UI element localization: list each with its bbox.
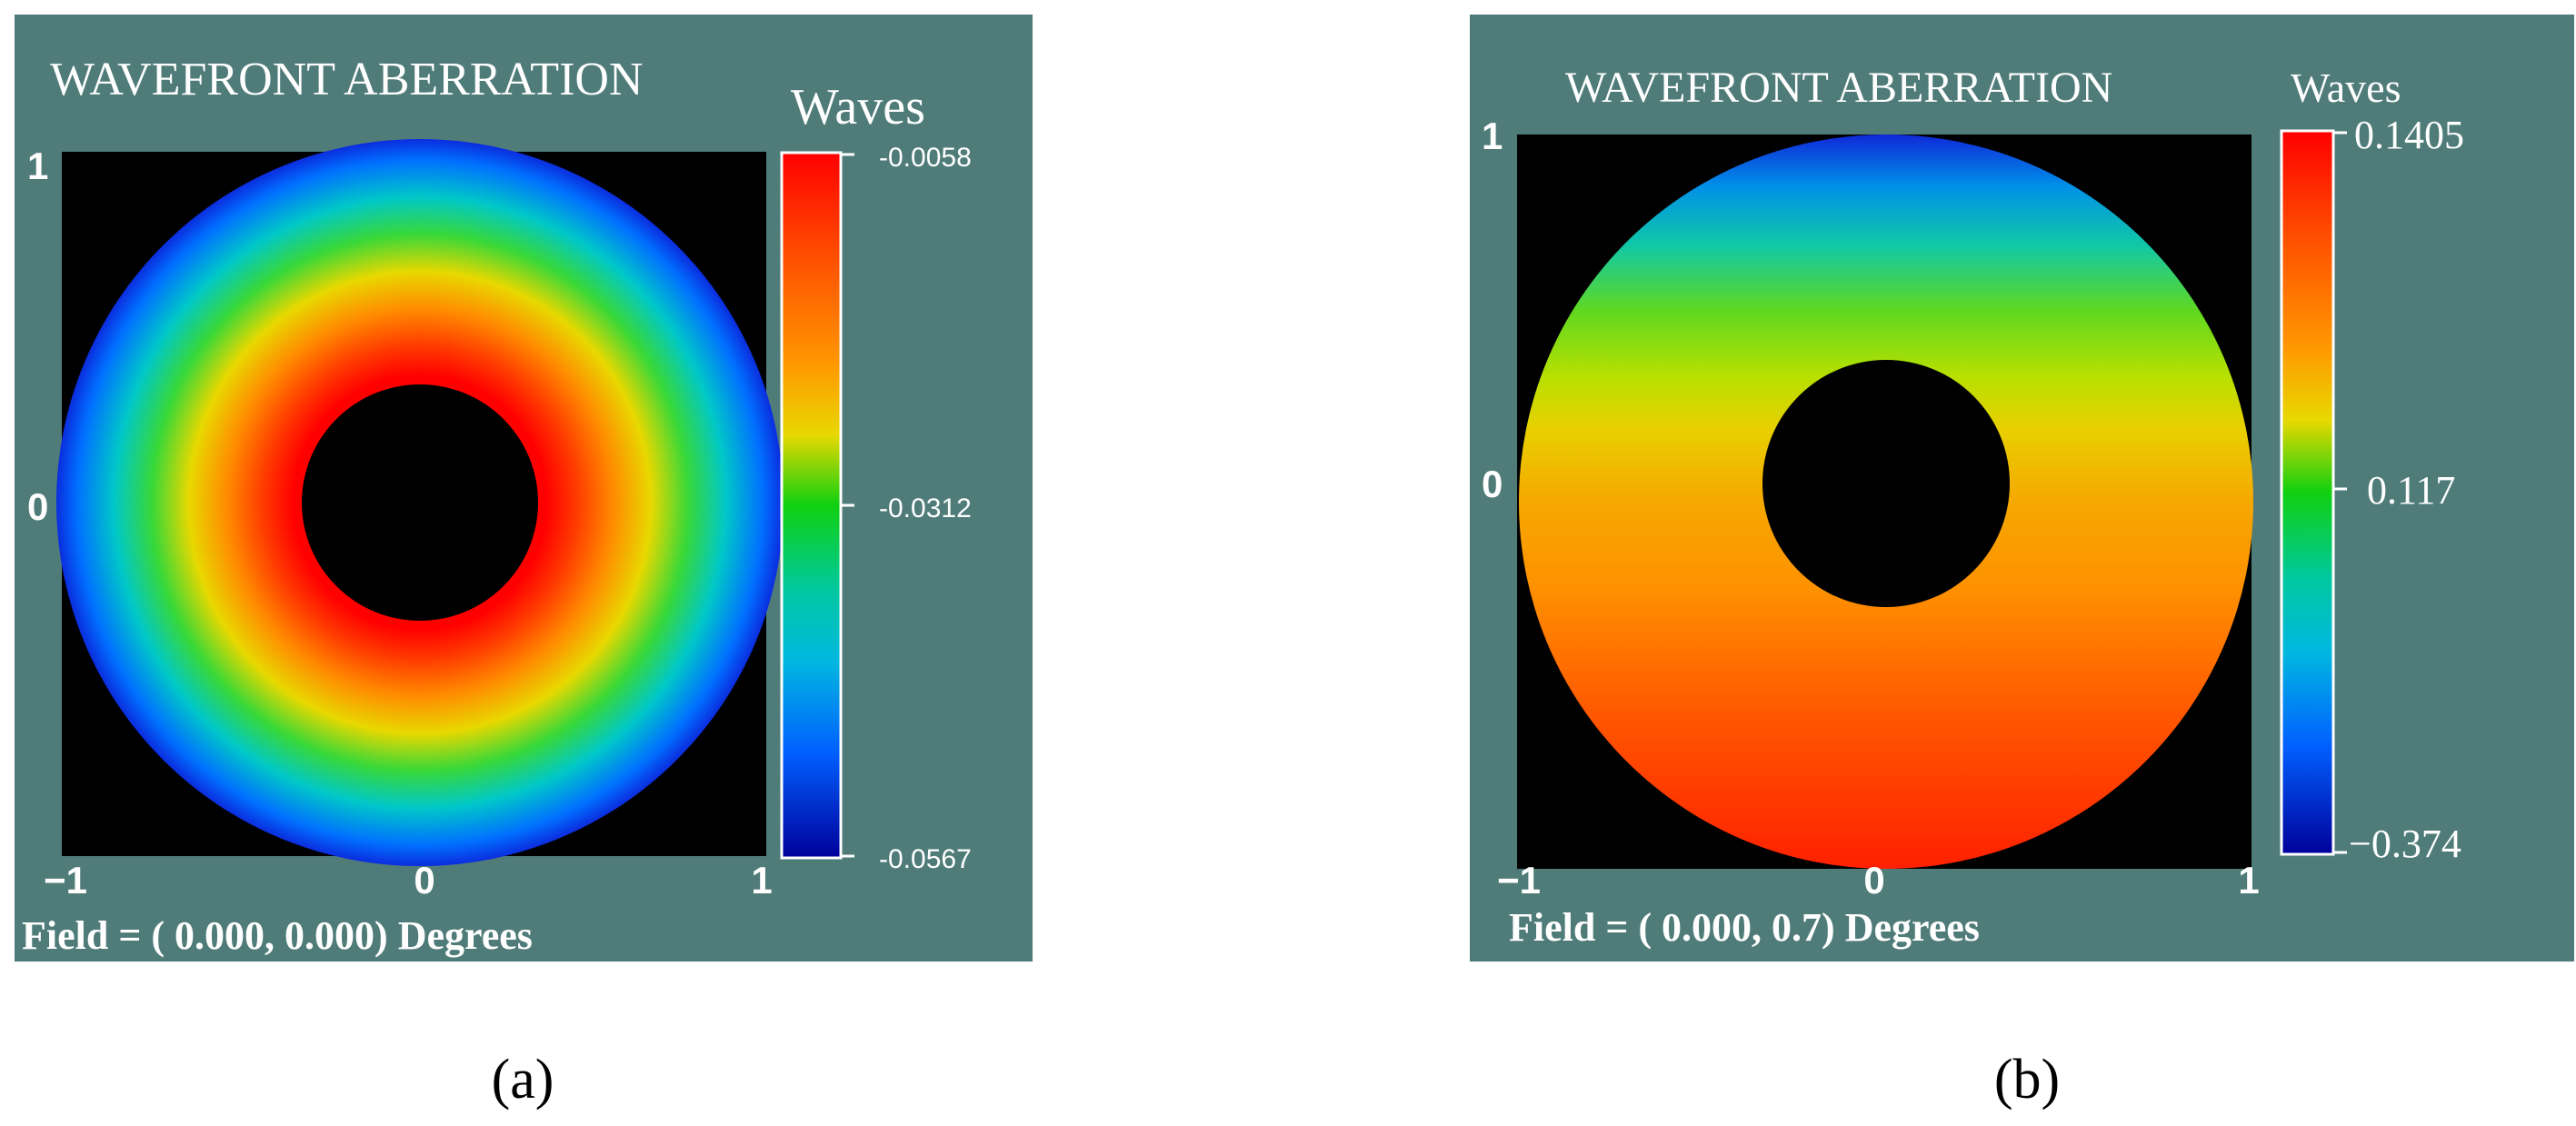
panel-b-y-tick-1: 1 bbox=[1482, 115, 1503, 157]
panel-b-colorbar-label-mid: 0.117 bbox=[2367, 468, 2455, 513]
panel-b-title: WAVEFRONT ABERRATION bbox=[1565, 64, 2112, 112]
panel-b-colorbar-label-top: 0.1405 bbox=[2354, 113, 2464, 157]
panel-b-x-tick-1: 1 bbox=[2238, 859, 2259, 902]
panel-a-colorbar-title: Waves bbox=[791, 79, 925, 135]
panel-b-x-tick-0: 0 bbox=[1863, 859, 1884, 902]
panel-a-x-tick-0: 0 bbox=[414, 859, 434, 902]
panel-a-x-tick-1: 1 bbox=[751, 859, 772, 902]
caption-b: (b) bbox=[1994, 1049, 2060, 1111]
panel-b-obscuration bbox=[1762, 360, 2010, 607]
panel-b-colorbar-title: Waves bbox=[2291, 65, 2401, 111]
panel-a-colorbar bbox=[780, 151, 843, 860]
panel-b-colorbar bbox=[2280, 129, 2335, 856]
panel-a-y-tick-1: 1 bbox=[27, 144, 48, 187]
panel-a-colorbar-label-mid: -0.0312 bbox=[879, 493, 972, 523]
panel-b-field-text: Field = ( 0.000, 0.7) Degrees bbox=[1509, 905, 1980, 950]
panel-a-colorbar-label-bottom: -0.0567 bbox=[879, 844, 972, 874]
panel-a-x-tick-minus1: −1 bbox=[44, 859, 87, 902]
caption-a: (a) bbox=[492, 1049, 554, 1111]
panel-b-y-tick-0: 0 bbox=[1482, 463, 1503, 505]
panel-a-obscuration bbox=[302, 384, 538, 621]
panel-a: WAVEFRONT ABERRATION 1 0 −1 0 1 Field = … bbox=[15, 15, 1033, 962]
panel-a-field-text: Field = ( 0.000, 0.000) Degrees bbox=[22, 913, 533, 958]
panel-a-title: WAVEFRONT ABERRATION bbox=[50, 54, 644, 105]
panel-b-x-tick-minus1: −1 bbox=[1497, 859, 1541, 902]
panel-a-y-tick-0: 0 bbox=[27, 485, 48, 528]
panel-b-colorbar-label-bottom: −0.374 bbox=[2349, 822, 2461, 866]
panel-b: WAVEFRONT ABERRATION 1 0 −1 0 1 Field = … bbox=[1470, 15, 2574, 962]
panel-a-colorbar-label-top: -0.0058 bbox=[879, 143, 972, 173]
